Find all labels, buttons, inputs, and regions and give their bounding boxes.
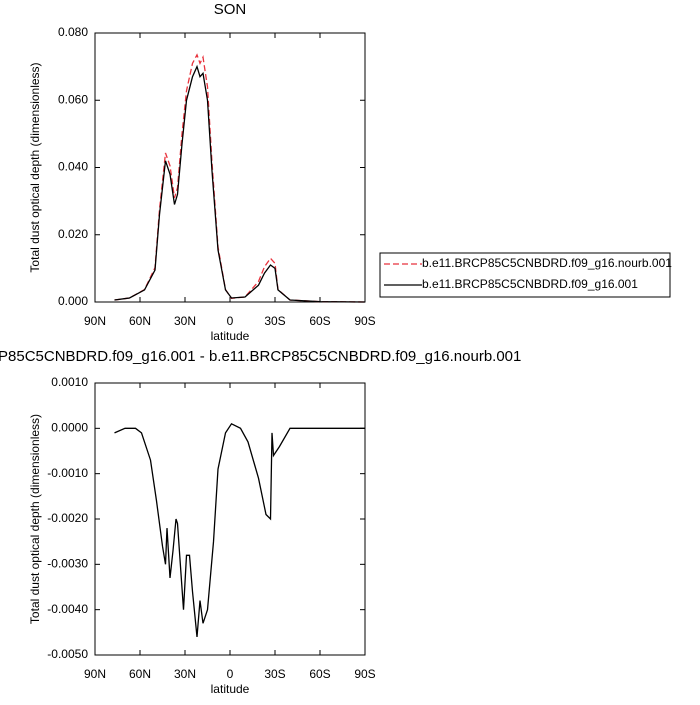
x-tick-label: 30S: [264, 314, 285, 328]
y-tick-label: -0.0050: [47, 647, 88, 661]
x-tick-label: 30N: [174, 314, 196, 328]
x-tick-label: 90S: [354, 667, 375, 681]
x-axis-label: latitude: [211, 329, 250, 343]
y-tick-label: 0.020: [58, 227, 88, 241]
x-tick-label: 60S: [309, 314, 330, 328]
y-tick-label: -0.0010: [47, 466, 88, 480]
y-tick-label: 0.040: [58, 160, 88, 174]
x-tick-label: 30N: [174, 667, 196, 681]
x-axis-label: latitude: [211, 682, 250, 696]
y-tick-label: -0.0040: [47, 602, 88, 616]
x-tick-label: 90N: [84, 667, 106, 681]
plot-frame: [94, 32, 366, 303]
data-line: [114, 53, 366, 303]
y-tick-label: -0.0020: [47, 511, 88, 525]
y-tick-label: 0.080: [58, 25, 88, 39]
y-tick-label: -0.0030: [47, 557, 88, 571]
x-tick-label: 90N: [84, 314, 106, 328]
legend-box: [379, 252, 671, 298]
x-tick-label: 90S: [354, 314, 375, 328]
x-tick-label: 60N: [129, 314, 151, 328]
legend-label: b.e11.BRCP85C5CNBDRD.f09_g16.001: [422, 277, 638, 291]
y-axis-label: Total dust optical depth (dimensionless): [28, 414, 42, 624]
x-tick-label: 60N: [129, 667, 151, 681]
chart-title: P85C5CNBDRD.f09_g16.001 - b.e11.BRCP85C5…: [0, 348, 521, 365]
x-tick-label: 0: [227, 667, 234, 681]
y-tick-label: 0.0000: [51, 421, 88, 435]
y-axis-label: Total dust optical depth (dimensionless): [28, 62, 42, 272]
y-tick-label: 0.000: [58, 294, 88, 308]
x-tick-label: 60S: [309, 667, 330, 681]
legend-label: b.e11.BRCP85C5CNBDRD.f09_g16.nourb.001: [422, 256, 672, 270]
data-line: [114, 64, 366, 303]
y-tick-label: 0.060: [58, 92, 88, 106]
chart-title: SON: [214, 1, 247, 18]
y-tick-label: 0.0010: [51, 375, 88, 389]
x-tick-label: 0: [227, 314, 234, 328]
x-tick-label: 30S: [264, 667, 285, 681]
plot-frame: [94, 382, 366, 656]
data-line: [114, 422, 365, 637]
